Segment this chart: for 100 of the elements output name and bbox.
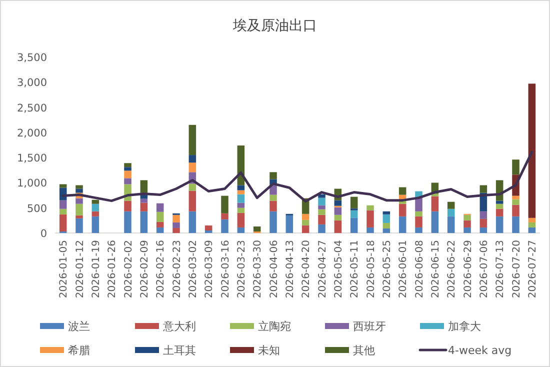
bar [188,190,196,212]
y-tick-label: 1,500 [16,152,47,165]
bar [221,213,228,220]
bar [156,222,164,228]
bar [415,211,422,216]
bar [512,199,520,205]
bar [512,216,520,233]
bar [464,214,471,220]
bar [124,178,132,184]
bar [188,155,196,163]
bar [512,160,520,175]
bar [366,205,374,210]
y-tick-label: 1,000 [16,178,47,190]
bar [382,211,390,214]
bar [76,185,83,189]
bar [302,225,310,233]
bar [92,200,100,204]
bar [512,204,520,216]
bar [156,227,164,233]
bar [237,208,245,213]
x-tick-label: 2026-07-13 [495,240,506,298]
bar [92,204,100,212]
y-tick-label: 2,500 [16,102,47,114]
bar [76,215,83,218]
legend-label: 西班牙 [353,320,386,333]
bar [286,215,294,233]
x-tick-label: 2026-01-12 [74,240,86,298]
bar [59,200,67,209]
bar [76,218,83,233]
x-tick-label: 2026-07-06 [478,240,490,298]
bar [318,205,326,210]
bar [528,84,536,218]
bar [156,203,164,212]
x-tick-label: 2026-02-09 [139,240,150,298]
x-tick-label: 2026-04-20 [301,240,312,298]
bar [204,230,212,233]
bar [382,222,390,228]
y-tick-label: 500 [26,202,47,215]
bar [76,188,83,193]
bar [124,163,132,168]
bar [237,194,245,203]
legend-label: 波兰 [68,320,90,333]
bar [237,202,245,208]
x-tick-label: 2026-03-02 [188,240,199,298]
bar [188,162,196,172]
x-tick-label: 2026-02-16 [156,240,167,298]
bar [350,218,358,233]
bar [270,194,277,201]
bar [140,202,148,212]
bar [221,219,228,233]
bar [270,172,277,180]
legend-label: 未知 [258,344,280,357]
bar [447,208,455,216]
bar [447,202,455,209]
bar [398,216,406,233]
bar [237,227,245,233]
bar [415,227,422,233]
x-tick-label: 2026-05-04 [333,240,344,298]
bar [382,228,390,233]
x-tick-label: 2026-04-13 [284,240,296,298]
bar [415,216,422,228]
x-tick-label: 2026-03-09 [204,240,216,298]
bar [237,190,245,194]
bar [496,204,504,209]
bar [188,124,196,156]
bar [140,180,148,193]
x-tick-label: 2026-04-27 [317,240,328,298]
bar [124,211,132,233]
bar [172,222,180,228]
bar [302,220,310,226]
x-tick-label: 2026-01-05 [58,240,70,298]
bar [480,218,488,228]
x-tick-label: 2026-04-06 [268,240,280,298]
bar [334,214,342,220]
bar [447,216,455,233]
bar [270,211,277,233]
bar [496,200,504,204]
bar [334,200,342,206]
x-tick-label: 2026-06-08 [414,240,426,298]
x-tick-label: 2026-01-19 [90,240,102,298]
bar [253,226,261,232]
x-tick-label: 2026-05-25 [382,240,393,298]
x-tick-label: 2026-06-29 [462,240,474,298]
x-tick-label: 2026-06-22 [446,240,458,298]
bar [318,198,326,206]
bar [398,204,406,216]
x-tick-label: 2026-05-18 [366,240,377,298]
bar [431,196,439,212]
bar [528,227,536,233]
bar [528,222,536,228]
x-tick-label: 2026-07-27 [527,240,538,298]
bar [172,214,180,222]
legend-label: 意大利 [162,320,196,333]
x-tick-label: 2026-06-01 [398,240,410,298]
bar [140,198,148,203]
y-tick-label: 3,500 [16,52,47,64]
bar [480,227,488,233]
bar [140,211,148,233]
bar [350,210,358,218]
bar [172,228,180,233]
